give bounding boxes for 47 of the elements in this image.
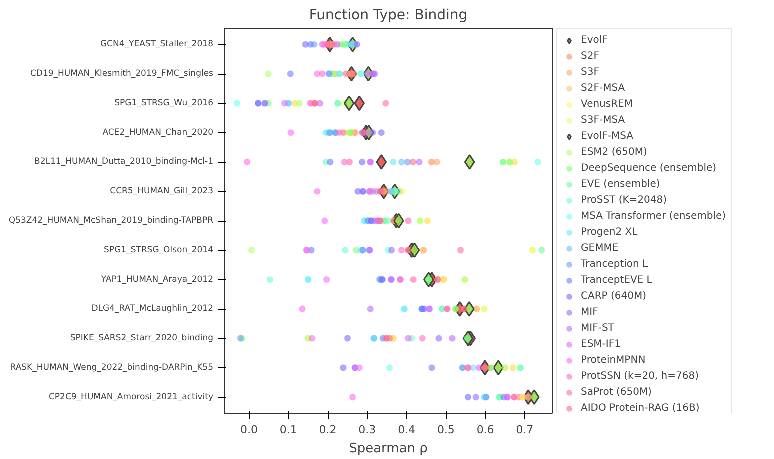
x-tick-label: 0.2 xyxy=(319,424,337,436)
y-tick-label: SPIKE_SARS2_Starr_2020_binding xyxy=(70,334,214,344)
legend-label: AIDO Protein-RAG (16B) xyxy=(581,402,700,415)
chart-title: Function Type: Binding xyxy=(309,8,468,24)
x-tick-label: 0.0 xyxy=(240,424,258,436)
x-tick-label: 0.4 xyxy=(398,424,416,436)
y-tick-label: GCN4_YEAST_Staller_2018 xyxy=(100,40,214,50)
legend-label: ProtSSN (k=20, h=768) xyxy=(581,370,699,383)
legend-label: TranceptEVE L xyxy=(581,274,652,287)
legend-label: ProSST (K=2048) xyxy=(581,194,668,207)
legend-label: ESM2 (650M) xyxy=(581,146,648,159)
legend-label: EvolF xyxy=(581,34,608,47)
y-tick-label: SPG1_STRSG_Olson_2014 xyxy=(104,245,214,256)
y-tick-label: YAP1_HUMAN_Araya_2012 xyxy=(100,274,214,285)
legend-label: ESM-IF1 xyxy=(581,338,621,351)
legend-label: S2F xyxy=(581,50,600,63)
x-axis-title: Spearman ρ xyxy=(349,442,428,456)
legend-label: MIF xyxy=(581,306,600,319)
legend-label: VenusREM xyxy=(581,98,633,111)
legend-label: DeepSequence (ensemble) xyxy=(581,162,717,175)
legend-label: EVE (ensemble) xyxy=(581,178,660,191)
x-tick-label: 0.6 xyxy=(476,424,494,436)
y-tick-label: SPG1_STRSG_Wu_2016 xyxy=(114,98,214,108)
legend-label: S3F-MSA xyxy=(581,114,626,127)
legend-label: Progen2 XL xyxy=(581,226,638,239)
x-tick-label: 0.3 xyxy=(358,424,376,436)
y-tick-label: CCR5_HUMAN_Gill_2023 xyxy=(110,186,214,197)
legend-label: S3F xyxy=(581,66,600,79)
legend-label: Tranception L xyxy=(581,258,648,271)
legend-label: MIF-ST xyxy=(581,322,614,335)
x-tick-label: 0.7 xyxy=(516,424,534,436)
y-tick-label: DLG4_RAT_McLaughlin_2012 xyxy=(92,304,214,314)
y-tick-label: RASK_HUMAN_Weng_2022_binding-DARPin_K55 xyxy=(10,362,214,373)
y-tick-label: CD19_HUMAN_Klesmith_2019_FMC_singles xyxy=(30,69,214,80)
legend-label: EvolF-MSA xyxy=(581,130,634,143)
y-tick-label: CP2C9_HUMAN_Amorosi_2021_activity xyxy=(49,392,214,402)
x-tick-label: 0.5 xyxy=(437,424,455,436)
legend-label: S2F-MSA xyxy=(581,82,626,95)
x-tick-label: 0.1 xyxy=(280,424,298,436)
legend-label: SaProt (650M) xyxy=(581,386,652,399)
legend-label: ProteinMPNN xyxy=(581,354,646,367)
y-tick-label: Q53Z42_HUMAN_McShan_2019_binding-TAPBPR xyxy=(8,216,214,226)
y-tick-label: B2L11_HUMAN_Dutta_2010_binding-Mcl-1 xyxy=(34,157,214,168)
legend-label: CARP (640M) xyxy=(581,290,646,303)
legend-label: MSA Transformer (ensemble) xyxy=(581,210,726,223)
legend-label: GEMME xyxy=(581,242,619,255)
y-tick-label: ACE2_HUMAN_Chan_2020 xyxy=(102,128,214,138)
